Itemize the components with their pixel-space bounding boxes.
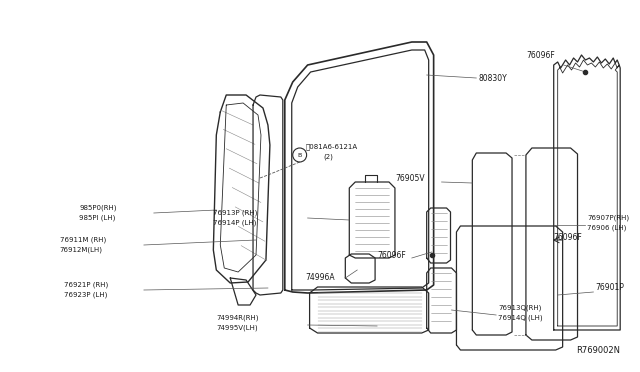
Text: 76912M(LH): 76912M(LH)	[60, 247, 102, 253]
Text: 74996A: 74996A	[306, 273, 335, 282]
Text: 76096F: 76096F	[554, 232, 582, 241]
Text: 76907P(RH): 76907P(RH)	[588, 215, 630, 221]
Text: 76921P (RH): 76921P (RH)	[65, 282, 109, 288]
Text: 74994R(RH): 74994R(RH)	[216, 315, 259, 321]
Text: 76905V: 76905V	[395, 173, 424, 183]
Text: 985PI (LH): 985PI (LH)	[79, 215, 116, 221]
Text: 76096F: 76096F	[377, 250, 406, 260]
Text: 76901P: 76901P	[595, 283, 624, 292]
Text: R769002N: R769002N	[576, 346, 620, 355]
Text: 76911M (RH): 76911M (RH)	[60, 237, 106, 243]
Text: 74995V(LH): 74995V(LH)	[216, 325, 258, 331]
Text: 80830Y: 80830Y	[478, 74, 507, 83]
Text: 76906 (LH): 76906 (LH)	[588, 225, 627, 231]
Text: 985P0(RH): 985P0(RH)	[79, 205, 117, 211]
Text: B: B	[298, 153, 302, 157]
Text: (2): (2)	[323, 154, 333, 160]
Text: 76096F: 76096F	[526, 51, 555, 60]
Text: Ⓑ081A6-6121A: Ⓑ081A6-6121A	[306, 144, 358, 150]
Text: 76923P (LH): 76923P (LH)	[65, 292, 108, 298]
Text: 76914Q (LH): 76914Q (LH)	[498, 315, 543, 321]
Text: 76913Q(RH): 76913Q(RH)	[498, 305, 541, 311]
Text: 76913P (RH): 76913P (RH)	[213, 210, 258, 216]
Text: 76914P (LH): 76914P (LH)	[213, 220, 257, 226]
